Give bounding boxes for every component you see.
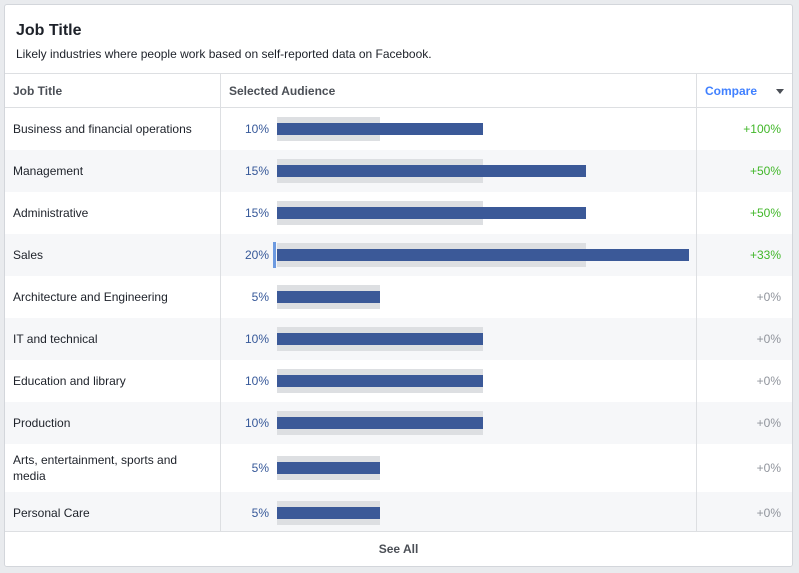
- table-row: Business and financial operations 10% +100…: [5, 108, 792, 150]
- see-all-button[interactable]: See All: [5, 531, 792, 566]
- row-percent: 20%: [244, 248, 269, 262]
- row-audience-cell: 5%: [220, 444, 697, 492]
- row-bar-area: [277, 492, 689, 534]
- table-row: IT and technical 10% +0%: [5, 318, 792, 360]
- selected-bar: [277, 417, 483, 429]
- row-percent: 10%: [244, 332, 269, 346]
- row-percent: 5%: [251, 506, 269, 520]
- card-subtitle: Likely industries where people work base…: [16, 47, 432, 61]
- row-bar-area: [277, 360, 689, 402]
- job-title-card: Job Title Likely industries where people…: [4, 4, 793, 567]
- row-compare-value: +0%: [756, 506, 781, 520]
- row-compare-value: +0%: [756, 332, 781, 346]
- table-body: Business and financial operations 10% +100…: [5, 108, 792, 534]
- selected-bar: [277, 291, 380, 303]
- row-bar-area: [273, 234, 689, 276]
- table-row: Administrative 15% +50%: [5, 192, 792, 234]
- row-compare-value: +0%: [756, 461, 781, 475]
- table-row: Arts, entertainment, sports and media 5% +…: [5, 444, 792, 492]
- table-row: Personal Care 5% +0%: [5, 492, 792, 534]
- row-bar-area: [277, 108, 689, 150]
- row-percent: 5%: [251, 290, 269, 304]
- row-percent: 10%: [244, 416, 269, 430]
- row-percent: 10%: [244, 374, 269, 388]
- row-audience-cell: 10%: [220, 360, 697, 402]
- row-label: Architecture and Engineering: [13, 290, 168, 304]
- selected-bar: [277, 249, 689, 261]
- row-compare-value: +33%: [749, 248, 781, 262]
- row-bar-area: [277, 150, 689, 192]
- row-audience-cell: 5%: [220, 492, 697, 534]
- row-label: Personal Care: [13, 506, 90, 520]
- row-compare-value: +100%: [743, 122, 781, 136]
- table-row: Education and library 10% +0%: [5, 360, 792, 402]
- selected-bar: [277, 333, 483, 345]
- row-bar-area: [277, 276, 689, 318]
- card-header: Job Title Likely industries where people…: [5, 5, 792, 73]
- selected-bar: [277, 165, 586, 177]
- row-label: Management: [13, 164, 84, 178]
- row-compare-value: +0%: [756, 374, 781, 388]
- table-row: Production 10% +0%: [5, 402, 792, 444]
- row-compare-value: +50%: [749, 164, 781, 178]
- table-row: Management 15% +50%: [5, 150, 792, 192]
- compare-dropdown[interactable]: Compare: [697, 74, 792, 107]
- max-marker: [273, 242, 276, 268]
- caret-down-icon[interactable]: [776, 89, 784, 94]
- card-title: Job Title: [16, 22, 82, 39]
- row-compare-value: +50%: [749, 206, 781, 220]
- row-bar-area: [277, 402, 689, 444]
- selected-bar: [277, 207, 586, 219]
- job-title-table: Job Title Selected Audience Compare Busi…: [5, 73, 792, 534]
- row-audience-cell: 20%: [220, 234, 697, 276]
- selected-bar: [277, 462, 380, 474]
- row-audience-cell: 15%: [220, 192, 697, 234]
- row-bar-area: [277, 444, 689, 492]
- row-audience-cell: 10%: [220, 402, 697, 444]
- header-job-title: Job Title: [13, 83, 63, 98]
- row-label: Arts, entertainment, sports and media: [13, 453, 178, 483]
- row-label: Administrative: [13, 206, 89, 220]
- row-label: Production: [13, 416, 71, 430]
- row-bar-area: [277, 192, 689, 234]
- row-compare-value: +0%: [756, 416, 781, 430]
- row-percent: 15%: [244, 206, 269, 220]
- table-header: Job Title Selected Audience Compare: [5, 74, 792, 108]
- row-percent: 15%: [244, 164, 269, 178]
- row-percent: 10%: [244, 122, 269, 136]
- table-row: Sales 20% +33%: [5, 234, 792, 276]
- row-audience-cell: 5%: [220, 276, 697, 318]
- selected-bar: [277, 507, 380, 519]
- header-selected-audience: Selected Audience: [220, 74, 697, 107]
- selected-bar: [277, 123, 483, 135]
- row-label: Sales: [13, 248, 44, 262]
- row-label: IT and technical: [13, 332, 98, 346]
- selected-bar: [277, 375, 483, 387]
- table-row: Architecture and Engineering 5% +0%: [5, 276, 792, 318]
- row-audience-cell: 15%: [220, 150, 697, 192]
- row-label: Education and library: [13, 374, 126, 388]
- row-percent: 5%: [251, 461, 269, 475]
- compare-label[interactable]: Compare: [705, 83, 758, 98]
- row-audience-cell: 10%: [220, 318, 697, 360]
- row-audience-cell: 10%: [220, 108, 697, 150]
- row-label: Business and financial operations: [13, 122, 192, 136]
- row-bar-area: [277, 318, 689, 360]
- row-compare-value: +0%: [756, 290, 781, 304]
